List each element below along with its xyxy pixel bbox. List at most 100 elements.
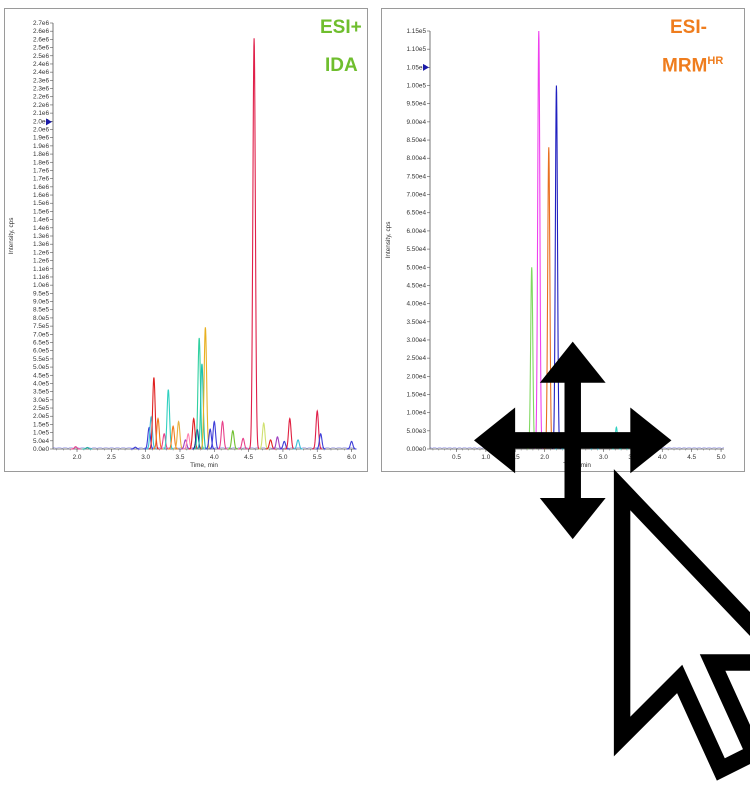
x-tick-label: 3.5 [176, 454, 185, 461]
y-tick-label: 1.8e6 [33, 151, 49, 158]
y-tick-label: 2.6e6 [33, 28, 49, 35]
y-tick-label: 2.7e6 [33, 20, 49, 27]
x-tick-label: 6.0 [347, 454, 356, 461]
esi-positive-label: ESI+ [320, 17, 362, 38]
y-tick-label: 3.0e5 [33, 397, 49, 404]
y-tick-label: 2.6e6 [33, 36, 49, 43]
y-axis-title: Intensity, cps [8, 218, 15, 255]
y-tick-label: 2.0e6 [33, 127, 49, 134]
chromatogram-peak [346, 440, 357, 450]
baseline-trace [52, 447, 356, 449]
y-tick-label: 2.50e4 [406, 355, 426, 362]
y-tick-label: 5.00e4 [406, 264, 426, 271]
x-tick-label: 2.0 [540, 454, 549, 461]
y-tick-label: 2.5e6 [33, 53, 49, 60]
y-tick-label: 1.6e6 [33, 192, 49, 199]
y-tick-label: 1.0e6 [33, 282, 49, 289]
y-tick-label: 1.05e5 [406, 64, 426, 71]
y-tick-label: 7.5e5 [33, 323, 49, 330]
y-tick-label: 1.7e6 [33, 167, 49, 174]
y-tick-label: 1.1e6 [33, 266, 49, 273]
y-tick-label: 5.00e3 [406, 428, 426, 435]
chromatogram-peak [312, 409, 323, 450]
mrm-hr-label: MRMHR [662, 55, 723, 77]
chromatogram-peak [248, 38, 260, 450]
chromatogram-peak [159, 432, 170, 450]
x-tick-label: 2.5 [107, 454, 116, 461]
y-tick-label: 1.7e6 [33, 176, 49, 183]
mrm-label-main: MRM [662, 55, 708, 77]
x-axis-title: Time, min [190, 462, 218, 469]
y-tick-label: 1.4e6 [33, 217, 49, 224]
y-tick-label: 3.5e5 [33, 389, 49, 396]
chromatogram-peak [148, 377, 159, 450]
y-tick-label: 1.5e6 [33, 208, 49, 215]
y-tick-label: 6.5e5 [33, 340, 49, 347]
y-tick-label: 8.0e5 [33, 315, 49, 322]
y-tick-label: 3.50e4 [406, 319, 426, 326]
left-chromatogram-panel: 0.0e0 5.0e4 1.0e5 1.5e5 2.0e5 2.5e5 3.0e5 3.5e5… [4, 8, 368, 472]
y-tick-label: 0.0e0 [33, 446, 49, 453]
x-tick-label: 1.0 [481, 454, 490, 461]
chromatogram-peak [82, 446, 93, 450]
y-tick-label: 0.00e0 [406, 446, 426, 453]
y-tick-label: 1.8e6 [33, 159, 49, 166]
x-tick-label: 4.0 [210, 454, 219, 461]
esi-negative-label: ESI- [670, 17, 707, 38]
y-tick-label: 1.2e6 [33, 258, 49, 265]
y-tick-label: 2.5e5 [33, 405, 49, 412]
y-tick-label: 4.5e5 [33, 372, 49, 379]
intensity-marker-arrow [46, 118, 52, 126]
chromatogram-peak [293, 439, 303, 450]
y-tick-label: 1.1e6 [33, 274, 49, 281]
x-tick-label: 3.0 [599, 454, 608, 461]
y-tick-label: 9.0e5 [33, 299, 49, 306]
x-tick-label: 4.0 [658, 454, 667, 461]
chromatogram-peak [315, 432, 326, 450]
y-tick-label: 5.0e4 [33, 438, 49, 445]
right-chromatogram-panel: 0.00e0 5.00e3 1.00e4 1.50e4 2.00e4 2.50e4 3.00… [381, 8, 750, 781]
y-tick-label: 1.3e6 [33, 233, 49, 240]
y-tick-label: 6.0e5 [33, 348, 49, 355]
y-tick-label: 9.50e4 [406, 101, 426, 108]
x-tick-label: 4.5 [687, 454, 696, 461]
chromatogram-peak [168, 425, 179, 450]
y-tick-label: 1.2e6 [33, 249, 49, 256]
x-tick-label: 3.0 [141, 454, 150, 461]
y-tick-label: 7.00e4 [406, 192, 426, 199]
y-tick-label: 7.50e4 [406, 173, 426, 180]
chromatogram-peak [279, 440, 290, 450]
y-tick-label: 2.00e4 [406, 373, 426, 380]
y-tick-label: 2.3e6 [33, 77, 49, 84]
x-tick-label: 2.0 [73, 454, 82, 461]
chromatogram-peak [238, 437, 249, 450]
chromatogram-peak [153, 417, 163, 450]
chromatogram-peak [209, 420, 220, 450]
y-tick-label: 8.5e5 [33, 307, 49, 314]
intensity-marker-arrow [423, 63, 429, 71]
x-tick-label: 4.5 [244, 454, 253, 461]
y-tick-label: 1.5e5 [33, 421, 49, 428]
y-tick-label: 8.00e4 [406, 155, 426, 162]
y-tick-label: 2.4e6 [33, 61, 49, 68]
y-tick-label: 1.50e4 [406, 391, 426, 398]
chromatogram-peak [130, 446, 141, 450]
chromatogram-peak [284, 417, 295, 450]
chromatogram-peak [205, 428, 216, 450]
y-tick-label: 2.3e6 [33, 86, 49, 93]
y-tick-label: 1.3e6 [33, 241, 49, 248]
chromatogram-peak [227, 429, 238, 450]
chromatogram-peak [200, 327, 211, 450]
y-tick-label: 5.50e4 [406, 246, 426, 253]
y-tick-label: 1.4e6 [33, 225, 49, 232]
mrm-label-sup: HR [707, 55, 724, 67]
y-tick-label: 9.5e5 [33, 290, 49, 297]
y-tick-label: 8.50e4 [406, 137, 426, 144]
x-tick-label: 1.5 [511, 454, 520, 461]
chromatogram-peak [217, 420, 228, 450]
chromatogram-peak [196, 363, 207, 450]
y-tick-label: 1.00e4 [406, 410, 426, 417]
y-tick-label: 2.0e5 [33, 413, 49, 420]
y-tick-label: 9.00e4 [406, 119, 426, 126]
chromatogram-peak [188, 417, 199, 450]
